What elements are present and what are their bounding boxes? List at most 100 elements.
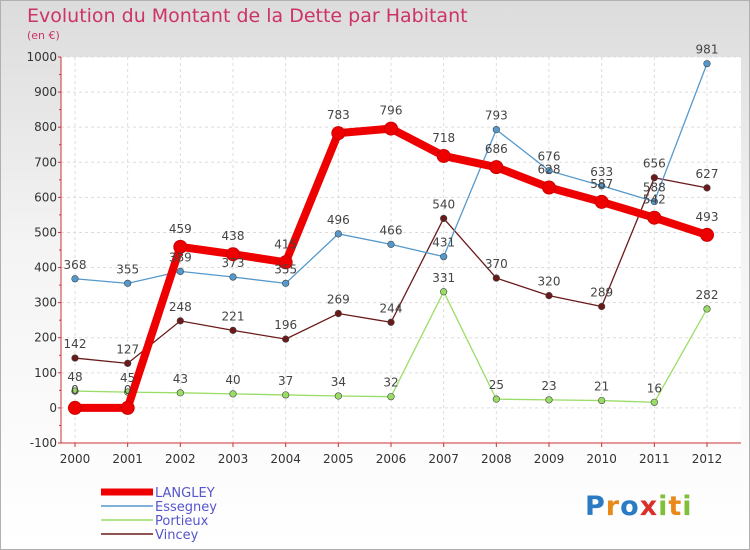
data-point [176,389,184,397]
data-point [229,273,237,281]
data-point [440,253,448,261]
data-point [173,239,188,254]
y-tick-label: 1000 [26,50,57,64]
x-tick-label: 2011 [639,452,670,466]
x-tick-label: 2001 [112,452,143,466]
y-tick-label: 100 [34,366,57,380]
data-point [598,182,606,190]
data-point [703,184,711,192]
logo-letter: P [585,491,606,522]
logo-letter: t [668,491,683,522]
data-label: 370 [485,257,508,271]
data-point [598,302,606,311]
data-label: 718 [432,131,455,145]
data-label: 244 [380,301,403,315]
series [68,60,714,415]
data-label: 355 [116,262,139,276]
data-label: 282 [696,288,719,302]
data-point [492,274,500,282]
data-label: 45 [120,371,135,385]
data-point [176,267,184,276]
x-tick-label: 2000 [60,452,91,466]
data-label: 588 [643,181,666,195]
legend-label-vincey: Vincey [155,528,199,543]
data-label: 373 [222,256,245,270]
logo-letter: i [682,491,693,522]
data-point [545,167,553,175]
logo-letter: i [658,491,669,522]
data-point [545,292,553,300]
data-label: 25 [489,378,504,392]
data-label: 43 [173,372,188,386]
x-tick-label: 2002 [165,452,196,466]
data-point [334,230,342,238]
y-tick-label: 0 [49,401,57,415]
data-point [436,148,451,163]
data-point [387,393,395,401]
data-point [331,126,346,141]
data-label: 493 [696,210,719,224]
data-point [68,400,82,415]
logo-letter: o [620,491,640,522]
data-label: 34 [331,375,346,389]
data-point [229,390,237,398]
axes: -100010020030040050060070080090010002000… [26,50,741,466]
data-point [226,247,240,262]
x-tick-label: 2004 [270,452,301,466]
data-point [703,305,711,313]
data-point [440,288,448,296]
y-tick-label: 400 [34,261,57,275]
data-label: 248 [169,300,192,314]
x-tick-label: 2010 [586,452,617,466]
y-tick-label: 800 [34,120,57,134]
y-tick-label: 900 [34,85,57,99]
legend-label-portieux: Portieux [155,514,209,529]
data-point [545,396,553,404]
data-label: 32 [383,376,398,390]
data-label: 331 [432,271,455,285]
proxiti-logo: Proxiti [585,491,693,522]
data-point [384,121,398,136]
data-point [124,279,132,287]
data-label: 686 [485,142,508,156]
data-point [542,180,556,195]
data-point [278,255,293,270]
data-label: 540 [432,197,455,211]
legend-label-essegney: Essegney [155,500,217,515]
data-point [650,174,658,182]
data-labels: 142 1272482211962692445403703202896566274… [64,43,719,397]
data-label: 142 [64,337,87,351]
y-tick-label: 600 [34,190,57,204]
data-point [71,354,79,362]
data-label: 40 [225,373,240,387]
data-label: 627 [696,167,719,181]
data-label: 415 [274,237,297,251]
logo-letter: r [605,491,621,522]
logo-letter: x [639,491,659,522]
data-point [647,210,662,225]
data-label: 389 [169,250,192,264]
data-label: 587 [590,177,613,191]
y-tick-label: 500 [34,225,57,239]
data-label: 221 [222,309,245,323]
data-label: 431 [432,236,455,250]
data-label: 542 [643,193,666,207]
data-label: 37 [278,374,293,388]
data-point [282,279,290,287]
x-tick-label: 2003 [218,452,249,466]
data-point [176,317,184,325]
data-label: 633 [590,165,613,179]
data-label: 21 [594,380,609,394]
data-label: 783 [327,108,350,122]
data-label: 438 [222,229,245,243]
data-label: 981 [696,43,719,57]
data-label: 459 [169,222,192,236]
data-point [387,318,395,326]
data-point [492,126,500,134]
y-tick-label: -100 [30,436,57,450]
data-label: 466 [380,223,403,237]
data-label: 320 [538,275,561,289]
data-point [387,240,395,248]
